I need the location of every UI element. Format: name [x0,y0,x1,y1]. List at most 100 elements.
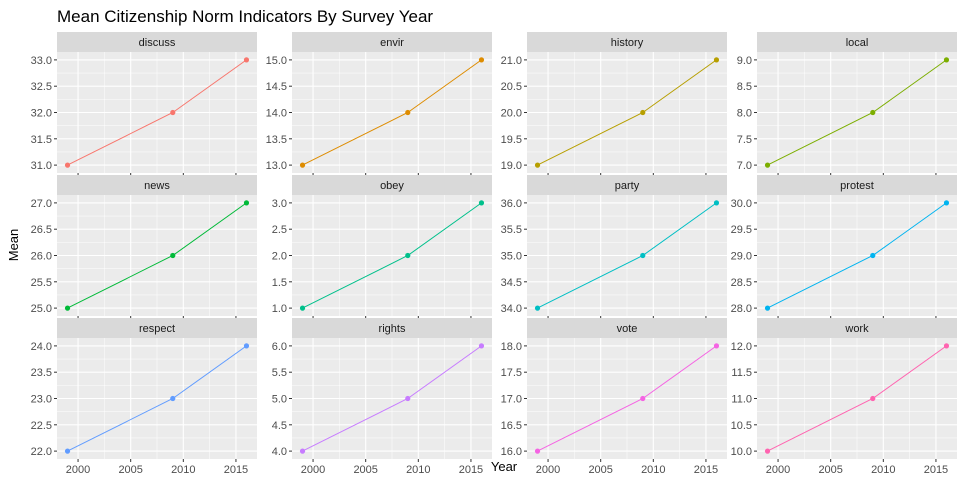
data-point-obey [299,305,306,311]
facet-strip [57,32,257,52]
facet-strip-label: protest [840,180,874,192]
x-tick-label: 2015 [224,464,248,476]
y-tick-label: 13.0 [266,160,287,172]
y-tick-label: 29.5 [731,224,752,236]
data-point-work [870,395,876,402]
data-point-rights [299,448,306,454]
y-tick-label: 29.0 [731,251,752,263]
data-point-protest [943,200,950,206]
data-point-vote [713,343,720,349]
x-tick-label: 2005 [353,464,377,476]
facet-strip [57,175,257,195]
data-point-protest [870,252,876,259]
x-tick-label: 2000 [536,464,560,476]
y-tick-label: 26.0 [31,251,52,263]
y-tick-label: 4.5 [272,420,287,432]
y-tick-label: 34.0 [501,303,522,315]
x-tick-label: 2005 [588,464,612,476]
facet-strip [292,318,492,338]
data-point-history [534,162,541,168]
x-tick-label: 2010 [406,464,430,476]
y-tick-label: 26.5 [31,224,52,236]
y-tick-label: 17.5 [501,367,522,379]
y-tick-label: 12.0 [731,341,752,353]
facet-strip [527,32,727,52]
data-point-work [764,448,771,454]
data-point-rights [478,343,485,349]
chart-title: Mean Citizenship Norm Indicators By Surv… [57,7,433,26]
y-tick-label: 8.0 [737,108,752,120]
y-tick-label: 11.5 [731,367,752,379]
x-tick-label: 2005 [818,464,842,476]
facet-rights: rights 4.0 4.5 5.0 5.5 6.0 2000 2005 2010 2015 [272,318,492,476]
facet-discuss: discuss31.031.532.032.533.02000200520102… [31,32,257,190]
y-tick-label: 36.0 [501,198,522,210]
facet-strip [527,318,727,338]
facet-strip [757,32,957,52]
y-tick-label: 15.0 [266,55,287,67]
x-tick-label: 2000 [66,464,90,476]
y-tick-label: 35.5 [501,224,522,236]
data-point-local [764,162,771,168]
data-point-respect [170,395,176,402]
facet-strip-label: local [846,37,869,49]
data-point-party [640,252,646,259]
data-point-party [534,305,541,311]
y-tick-label: 19.5 [501,134,522,146]
y-tick-label: 35.0 [501,251,522,263]
y-tick-label: 4.0 [272,446,287,458]
y-tick-label: 22.0 [31,446,52,458]
x-axis-title: Year [491,459,518,474]
data-point-news [243,200,250,206]
y-tick-label: 10.5 [731,420,752,432]
x-tick-label: 2005 [118,464,142,476]
facet-strip [292,175,492,195]
y-tick-label: 2.5 [272,224,287,236]
y-tick-label: 31.5 [31,134,52,146]
x-tick-label: 2015 [694,464,718,476]
y-tick-label: 23.0 [31,394,52,406]
y-axis-title: Mean [6,229,21,262]
y-tick-label: 21.0 [501,55,522,67]
y-tick-label: 28.5 [731,277,752,289]
y-tick-label: 27.0 [31,198,52,210]
data-point-news [64,305,71,311]
y-tick-label: 9.0 [737,55,752,67]
facet-strip-label: discuss [139,37,176,49]
y-tick-label: 13.5 [266,134,287,146]
data-point-discuss [64,162,71,168]
y-tick-label: 2.0 [272,251,287,263]
facet-protest: protest28.028.529.029.530.02000200520102… [731,175,957,333]
facet-strip [527,175,727,195]
y-tick-label: 1.0 [272,303,287,315]
data-point-envir [478,57,485,63]
x-tick-label: 2015 [924,464,948,476]
facet-vote: vote 16.0 16.5 17.0 17.5 18.0 2000 2005 2010 2015 [501,318,727,476]
y-tick-label: 6.0 [272,341,287,353]
y-tick-label: 24.0 [31,341,52,353]
x-tick-label: 2000 [766,464,790,476]
y-tick-label: 10.0 [731,446,752,458]
facet-panels: discuss 31.0 31.5 32.0 32.5 33.0 2000 2005 2010 2… [31,32,957,476]
y-tick-label: 7.5 [737,134,752,146]
data-point-rights [405,395,411,402]
x-tick-label: 2015 [459,464,483,476]
y-tick-label: 18.0 [501,341,522,353]
y-tick-label: 22.5 [31,420,52,432]
data-point-vote [640,395,646,402]
data-point-discuss [170,109,176,116]
data-point-discuss [243,57,250,63]
y-tick-label: 7.0 [737,160,752,172]
y-tick-label: 19.0 [501,160,522,172]
x-tick-label: 2010 [171,464,195,476]
data-point-envir [299,162,306,168]
data-point-news [170,252,176,259]
data-point-envir [405,109,411,116]
facet-strip [757,318,957,338]
data-point-work [943,343,950,349]
facet-strip [57,318,257,338]
y-tick-label: 28.0 [731,303,752,315]
facet-party: party34.034.535.035.536.0200020052010201… [501,175,727,333]
